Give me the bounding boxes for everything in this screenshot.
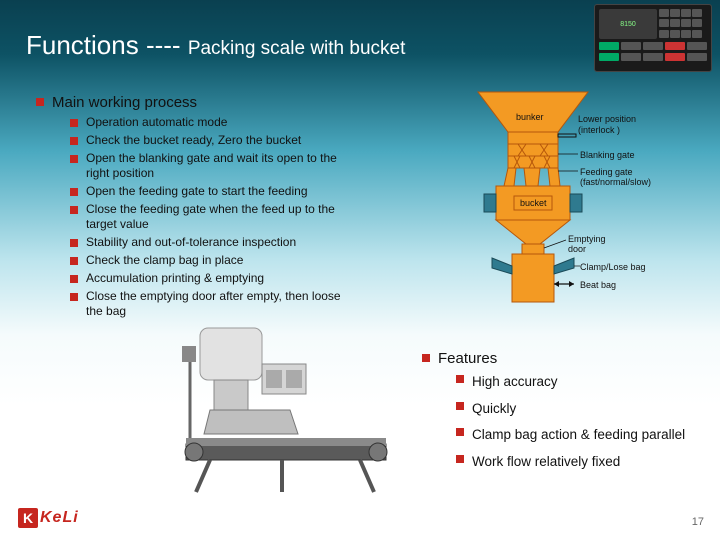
list-item: Check the bucket ready, Zero the bucket (70, 133, 356, 148)
svg-text:Clamp/Lose bag: Clamp/Lose bag (580, 262, 646, 272)
svg-text:bunker: bunker (516, 112, 544, 122)
list-item: Operation automatic mode (70, 115, 356, 130)
bullet-icon (70, 206, 78, 214)
slide-title: Functions ---- Packing scale with bucket (26, 30, 405, 61)
list-item: Stability and out-of-tolerance inspectio… (70, 235, 356, 250)
bullet-icon (70, 275, 78, 283)
controller-image: 8150 (594, 4, 712, 72)
process-item-text: Check the clamp bag in place (86, 253, 243, 268)
list-item: Close the feeding gate when the feed up … (70, 202, 356, 232)
svg-text:Beat bag: Beat bag (580, 280, 616, 290)
bullet-icon (70, 257, 78, 265)
list-item: Check the clamp bag in place (70, 253, 356, 268)
process-heading: Main working process (36, 94, 356, 111)
svg-text:Blanking gate: Blanking gate (580, 150, 635, 160)
svg-text:(interlock ): (interlock ) (578, 125, 620, 135)
features-item-text: Work flow relatively fixed (472, 451, 620, 473)
process-item-text: Operation automatic mode (86, 115, 227, 130)
packing-diagram: bunker Lower position (interlock ) Blank… (458, 86, 673, 341)
process-item-text: Open the feeding gate to start the feedi… (86, 184, 308, 199)
logo-icon: K (18, 508, 38, 528)
list-item: Quickly (456, 398, 692, 420)
list-item: Clamp bag action & feeding parallel (456, 424, 692, 446)
svg-text:Feeding gate: Feeding gate (580, 167, 633, 177)
svg-text:(fast/normal/slow): (fast/normal/slow) (580, 177, 651, 187)
bullet-icon (70, 293, 78, 301)
logo-text: KeLi (40, 509, 79, 527)
list-item: Accumulation printing & emptying (70, 271, 356, 286)
list-item: Open the feeding gate to start the feedi… (70, 184, 356, 199)
process-item-text: Open the blanking gate and wait its open… (86, 151, 356, 181)
controller-screen: 8150 (599, 9, 657, 39)
list-item: High accuracy (456, 371, 692, 393)
svg-text:door: door (568, 244, 586, 254)
bullet-icon (70, 239, 78, 247)
title-sub: Packing scale with bucket (188, 38, 406, 59)
bullet-icon (456, 428, 464, 436)
machine-image (170, 310, 418, 510)
process-item-text: Stability and out-of-tolerance inspectio… (86, 235, 296, 250)
title-main: Functions ---- (26, 30, 188, 60)
list-item: Open the blanking gate and wait its open… (70, 151, 356, 181)
features-item-text: Quickly (472, 398, 516, 420)
slide: 8150 Functions ---- Packing scale with b… (0, 0, 720, 540)
features-item-text: Clamp bag action & feeding parallel (472, 424, 685, 446)
process-item-text: Check the bucket ready, Zero the bucket (86, 133, 301, 148)
page-number: 17 (692, 516, 704, 528)
process-item-text: Accumulation printing & emptying (86, 271, 264, 286)
bullet-icon (70, 188, 78, 196)
bullet-icon (422, 354, 430, 362)
bullet-icon (70, 119, 78, 127)
bullet-icon (456, 455, 464, 463)
list-item: Work flow relatively fixed (456, 451, 692, 473)
bullet-icon (70, 155, 78, 163)
features-heading-text: Features (438, 350, 497, 367)
svg-text:Lower position: Lower position (578, 114, 636, 124)
process-item-text: Close the feeding gate when the feed up … (86, 202, 356, 232)
bullet-icon (456, 375, 464, 383)
process-section: Main working process Operation automatic… (36, 94, 356, 322)
features-section: Features High accuracy Quickly Clamp bag… (422, 350, 692, 477)
svg-text:Emptying: Emptying (568, 234, 606, 244)
process-heading-text: Main working process (52, 94, 197, 111)
svg-text:bucket: bucket (520, 198, 547, 208)
bullet-icon (36, 98, 44, 106)
brand-logo: K KeLi (18, 508, 79, 528)
bullet-icon (456, 402, 464, 410)
features-item-text: High accuracy (472, 371, 558, 393)
features-heading: Features (422, 350, 692, 367)
bullet-icon (70, 137, 78, 145)
